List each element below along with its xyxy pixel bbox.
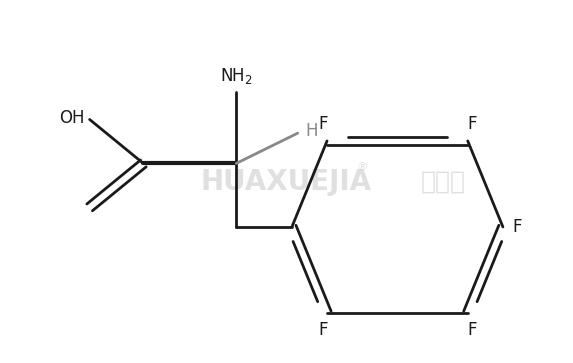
Text: ®: ® bbox=[356, 162, 367, 172]
Text: F: F bbox=[513, 218, 522, 236]
Text: OH: OH bbox=[59, 109, 85, 126]
Text: 化学加: 化学加 bbox=[421, 170, 466, 193]
Text: F: F bbox=[467, 115, 476, 133]
Text: H: H bbox=[305, 122, 318, 140]
Text: NH$_2$: NH$_2$ bbox=[220, 66, 253, 86]
Text: F: F bbox=[319, 115, 328, 133]
Text: HUAXUEJIA: HUAXUEJIA bbox=[201, 167, 372, 196]
Text: F: F bbox=[319, 321, 328, 339]
Text: F: F bbox=[467, 321, 476, 339]
